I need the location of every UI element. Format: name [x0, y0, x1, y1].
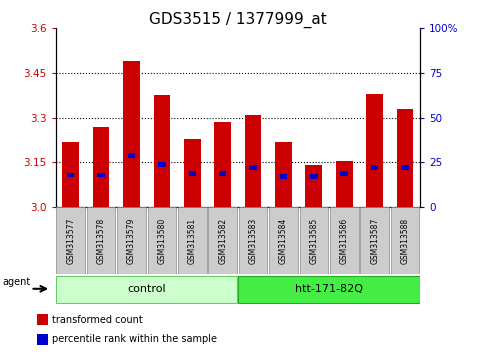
Text: GSM313587: GSM313587 [370, 218, 379, 264]
Text: percentile rank within the sample: percentile rank within the sample [53, 334, 217, 344]
FancyBboxPatch shape [56, 276, 237, 303]
Text: GSM313580: GSM313580 [157, 218, 167, 264]
FancyBboxPatch shape [57, 207, 85, 274]
Bar [366, 94, 383, 207]
Bar [128, 153, 135, 158]
Text: GSM313582: GSM313582 [218, 218, 227, 264]
FancyBboxPatch shape [178, 207, 207, 274]
Text: GSM313585: GSM313585 [309, 218, 318, 264]
Bar [397, 109, 413, 207]
Bar [280, 174, 287, 179]
FancyBboxPatch shape [299, 207, 328, 274]
Bar [341, 171, 348, 176]
Text: GSM313579: GSM313579 [127, 217, 136, 264]
Bar [154, 95, 170, 207]
Bar [184, 138, 200, 207]
FancyBboxPatch shape [360, 207, 389, 274]
Bar [305, 165, 322, 207]
Text: control: control [128, 284, 166, 294]
Bar [249, 165, 257, 170]
Bar [275, 142, 292, 207]
FancyBboxPatch shape [117, 207, 146, 274]
Text: GSM313588: GSM313588 [400, 218, 410, 264]
Text: GSM313584: GSM313584 [279, 218, 288, 264]
Text: transformed count: transformed count [53, 315, 143, 325]
FancyBboxPatch shape [330, 207, 358, 274]
Bar [219, 171, 227, 176]
FancyBboxPatch shape [239, 276, 420, 303]
Bar [371, 165, 378, 170]
Bar [93, 127, 110, 207]
Title: GDS3515 / 1377999_at: GDS3515 / 1377999_at [149, 12, 327, 28]
Bar [336, 161, 353, 207]
Text: GSM313581: GSM313581 [188, 218, 197, 264]
FancyBboxPatch shape [208, 207, 237, 274]
Bar [245, 115, 261, 207]
Text: GSM313578: GSM313578 [97, 218, 106, 264]
Bar [62, 142, 79, 207]
Bar [188, 171, 196, 176]
Bar [158, 162, 166, 167]
Bar [37, 334, 48, 345]
Text: GSM313577: GSM313577 [66, 217, 75, 264]
FancyBboxPatch shape [148, 207, 176, 274]
Bar [214, 122, 231, 207]
Text: GSM313583: GSM313583 [249, 218, 257, 264]
Text: htt-171-82Q: htt-171-82Q [295, 284, 363, 294]
Bar [401, 165, 409, 170]
FancyBboxPatch shape [391, 207, 419, 274]
Bar [310, 174, 318, 179]
Bar [37, 314, 48, 325]
Bar [98, 172, 105, 177]
FancyBboxPatch shape [87, 207, 115, 274]
Bar [123, 61, 140, 207]
Text: GSM313586: GSM313586 [340, 218, 349, 264]
FancyBboxPatch shape [239, 207, 268, 274]
Text: agent: agent [3, 277, 31, 287]
Bar [67, 172, 74, 177]
FancyBboxPatch shape [269, 207, 298, 274]
